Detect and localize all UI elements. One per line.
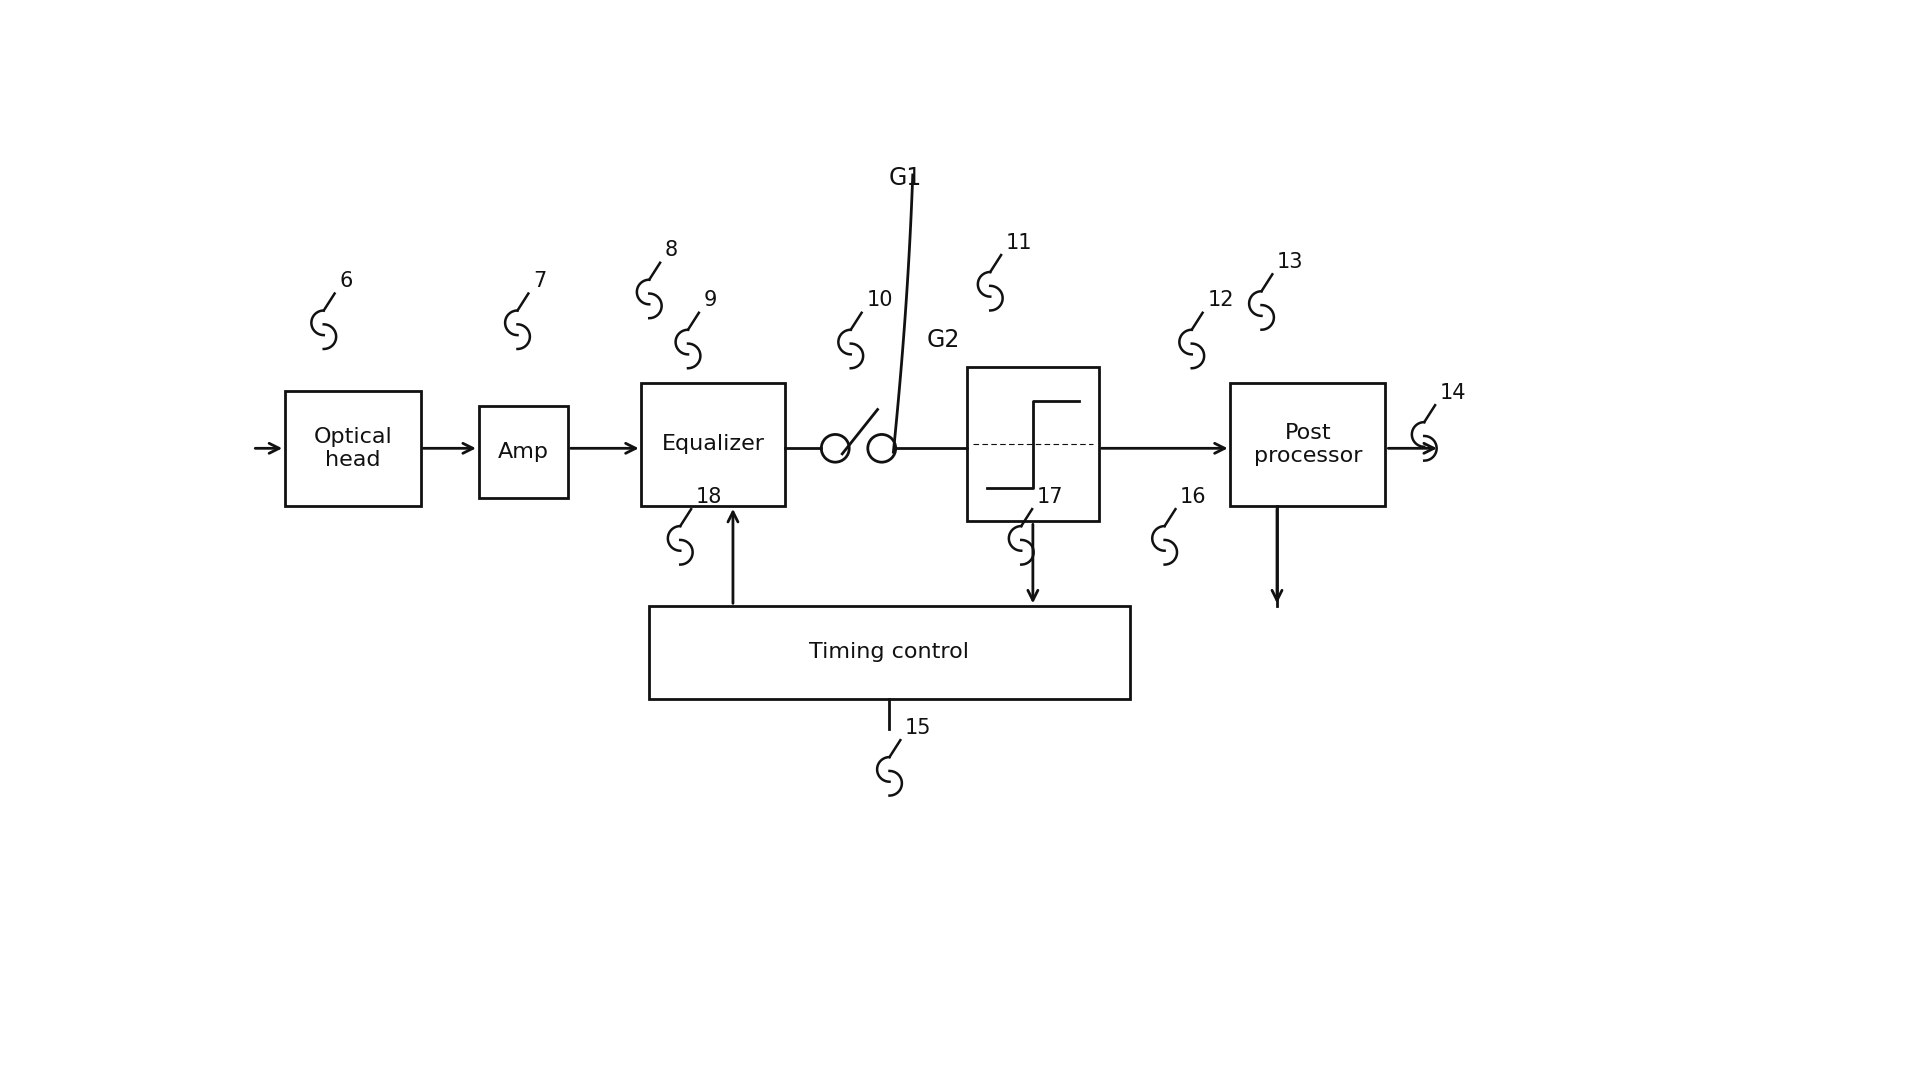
Text: 11: 11 <box>1005 233 1032 253</box>
Text: 17: 17 <box>1036 487 1062 506</box>
Text: 6: 6 <box>339 271 353 291</box>
FancyBboxPatch shape <box>967 367 1098 521</box>
FancyBboxPatch shape <box>284 391 420 506</box>
FancyBboxPatch shape <box>641 383 784 506</box>
Text: 7: 7 <box>532 271 545 291</box>
Text: 13: 13 <box>1276 252 1302 271</box>
Text: 9: 9 <box>704 291 717 310</box>
Text: 10: 10 <box>866 291 892 310</box>
Text: Timing control: Timing control <box>809 643 969 662</box>
Text: 14: 14 <box>1440 383 1465 402</box>
Text: Amp: Amp <box>498 442 549 462</box>
FancyBboxPatch shape <box>479 406 568 498</box>
FancyBboxPatch shape <box>1230 383 1384 506</box>
Text: 15: 15 <box>904 718 931 738</box>
Text: 16: 16 <box>1180 487 1205 506</box>
Text: 18: 18 <box>696 487 721 506</box>
Text: 12: 12 <box>1207 291 1234 310</box>
Text: G1: G1 <box>889 166 921 190</box>
Text: Equalizer: Equalizer <box>662 435 765 455</box>
Text: Optical
head: Optical head <box>313 427 393 470</box>
Text: G2: G2 <box>927 328 959 352</box>
Text: Post
processor: Post processor <box>1253 423 1362 466</box>
Text: 8: 8 <box>664 240 677 261</box>
FancyBboxPatch shape <box>648 606 1129 699</box>
